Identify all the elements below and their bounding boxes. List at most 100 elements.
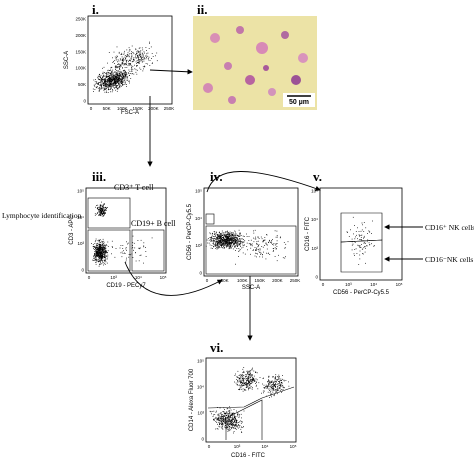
event [116,77,118,79]
event [238,235,239,237]
event [228,239,230,241]
event [105,213,106,214]
event [225,239,226,241]
event [106,73,107,74]
event [140,54,142,56]
event [98,211,100,213]
event [128,56,130,58]
event [229,413,230,414]
event [143,58,145,60]
event [216,240,218,242]
event [227,416,229,417]
event [217,419,219,420]
event [138,47,140,49]
event [102,73,103,75]
event [136,52,138,54]
event [239,384,241,386]
event [246,378,247,379]
event [229,239,231,241]
event [115,81,117,83]
event [124,76,126,78]
event [282,378,283,380]
event [119,64,121,66]
event [240,235,242,236]
y-tick-label: 0 [201,437,204,442]
event [119,70,121,72]
event [249,374,251,375]
event [229,408,231,410]
event [142,55,144,56]
event [224,418,226,420]
event [117,64,118,65]
event [364,240,366,242]
event [101,201,102,203]
event [101,251,103,253]
event [229,234,231,236]
event [216,237,217,238]
y-axis-label: CD16 - FITC [305,216,311,251]
event [238,256,239,257]
event [242,242,244,244]
event [217,428,219,430]
event [100,247,102,249]
event [237,412,239,414]
event [106,72,107,74]
event [115,81,116,82]
event [131,67,132,69]
event [280,384,282,386]
event [271,240,272,242]
event [229,243,230,245]
event [216,244,218,245]
event [100,87,102,89]
event [272,239,273,240]
event [235,231,236,233]
event [95,258,96,260]
event [214,244,216,245]
x-tick-label: 150K [255,278,266,283]
event [115,84,116,86]
event [101,211,103,213]
event [220,239,221,240]
event [254,229,256,231]
x-tick-label: 10⁵ [396,282,403,287]
event [102,260,103,262]
event [135,61,137,63]
event [232,248,234,250]
event [108,82,110,84]
event [228,242,229,244]
event [248,382,249,384]
event [234,420,235,421]
event [227,237,228,239]
event [123,78,124,79]
event [221,240,223,242]
event [102,238,104,240]
event [249,243,251,244]
event [124,71,126,73]
x-tick-label: 10⁴ [135,275,142,280]
event [246,370,248,372]
event [235,242,237,244]
event [257,243,258,245]
event [265,243,267,244]
event [213,241,215,243]
event [129,82,130,84]
event [104,81,106,83]
event [133,242,135,244]
event [100,248,102,250]
event [103,260,105,261]
event [358,264,360,265]
event [215,421,217,422]
event [108,72,109,74]
event [206,239,208,241]
event [237,427,239,429]
event [273,244,275,246]
event [243,236,245,237]
event [124,56,126,58]
event [103,210,105,211]
event [227,232,229,234]
event [236,243,238,245]
event [222,237,224,238]
event [143,246,145,248]
event [225,241,227,243]
event [131,70,132,72]
